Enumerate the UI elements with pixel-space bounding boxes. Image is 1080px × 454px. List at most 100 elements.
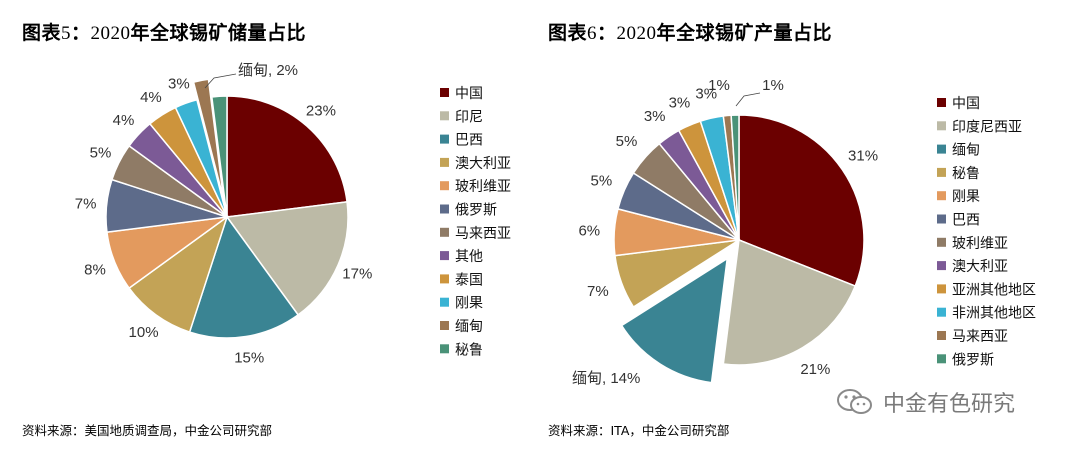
legend-label-非洲其他地区: 非洲其他地区	[952, 306, 1036, 322]
legend-label-俄罗斯: 俄罗斯	[455, 203, 497, 219]
data-label-马来西亚: 5%	[90, 145, 112, 162]
pie-slice-印尼	[225, 200, 349, 316]
legend-label-巴西: 巴西	[455, 133, 483, 149]
pie-slice-印度尼西亚	[722, 238, 857, 366]
legend-label-马来西亚: 马来西亚	[952, 329, 1008, 345]
data-label-澳大利亚: 10%	[129, 324, 159, 341]
figure-6-title: 图表6：2020年全球锡矿产量占比	[548, 18, 832, 45]
pie-slice-澳大利亚	[128, 215, 229, 334]
data-label-玻利维亚: 8%	[84, 261, 106, 278]
legend-swatch	[937, 284, 946, 294]
legend-swatch	[440, 274, 449, 284]
data-label-刚果: 3%	[168, 75, 190, 92]
legend-label-澳大利亚: 澳大利亚	[455, 156, 511, 172]
pie-slice-缅甸	[620, 257, 729, 384]
legend-label-澳大利亚: 澳大利亚	[952, 259, 1008, 275]
legend-swatch	[937, 307, 946, 317]
legend-label-俄罗斯: 俄罗斯	[952, 352, 994, 368]
data-label-巴西: 5%	[590, 172, 612, 189]
figure-label: 图表	[548, 22, 588, 44]
data-label-中国: 31%	[848, 148, 878, 165]
legend-swatch	[937, 167, 946, 177]
leader-line	[204, 73, 237, 89]
data-label-俄罗斯: 1%	[762, 77, 784, 94]
data-label-印尼: 17%	[342, 265, 372, 282]
data-label-印度尼西亚: 21%	[800, 361, 830, 378]
figure-number: 5	[61, 23, 72, 44]
leader-line	[735, 92, 761, 107]
pie-slice-秘鲁	[210, 95, 228, 218]
watermark-text: 中金有色研究	[883, 392, 1016, 417]
legend-swatch	[937, 261, 946, 271]
legend-swatch	[440, 134, 449, 144]
legend-label-巴西: 巴西	[952, 213, 980, 229]
legend-swatch	[440, 88, 449, 97]
legend-label-秘鲁: 秘鲁	[952, 166, 980, 182]
legend-swatch	[440, 297, 449, 307]
data-label-玻利维亚: 5%	[616, 133, 638, 150]
legend-swatch	[440, 251, 449, 261]
data-label-其他: 4%	[113, 112, 135, 129]
pie-slice-中国	[226, 95, 348, 218]
data-label-非洲其他地区: 3%	[695, 86, 717, 103]
data-label-亚洲其他地区: 3%	[669, 94, 691, 111]
legend-label-中国: 中国	[455, 86, 483, 102]
title-text: 年全球锡矿储量占比	[130, 22, 307, 44]
data-label-澳大利亚: 3%	[644, 108, 666, 125]
legend-label-印尼: 印尼	[455, 109, 483, 125]
legend-swatch	[440, 204, 449, 214]
data-label-缅甸: 缅甸, 14%	[572, 370, 640, 387]
figure-separator: ：	[71, 22, 91, 44]
legend-label-其他: 其他	[455, 249, 483, 265]
title-year: 2020	[616, 23, 657, 44]
legend-label-秘鲁: 秘鲁	[455, 342, 483, 358]
figure-label: 图表	[22, 22, 62, 44]
legend-swatch	[440, 111, 449, 121]
pie-slice-俄罗斯	[730, 114, 740, 241]
legend-swatch	[937, 331, 946, 340]
legend-label-中国: 中国	[952, 96, 980, 112]
title-year: 2020	[90, 23, 131, 44]
data-label-马来西亚: 1%	[708, 77, 730, 94]
reserves-pie-chart: 23% 中国 17% 印尼 15% 巴西 10% 澳大利亚 8% 玻利维亚 7% 俄罗斯 5% 马来西亚 4…	[75, 62, 511, 366]
legend-label-亚洲其他地区: 亚洲其他地区	[952, 282, 1036, 298]
legend-label-缅甸: 缅甸	[455, 319, 483, 335]
legend-label-玻利维亚: 玻利维亚	[952, 236, 1008, 252]
data-label-巴西: 15%	[234, 349, 264, 366]
legend-label-刚果: 刚果	[455, 296, 483, 312]
watermark: 中金有色研究	[835, 386, 1015, 418]
figure-separator: ：	[597, 22, 617, 44]
legend-label-马来西亚: 马来西亚	[455, 226, 511, 242]
legend-swatch	[440, 321, 449, 330]
pie-slice-缅甸	[192, 78, 225, 200]
data-label-中国: 23%	[306, 102, 336, 119]
legend-label-刚果: 刚果	[952, 189, 980, 205]
legend-label-泰国: 泰国	[455, 272, 483, 288]
wechat-icon	[837, 389, 872, 414]
pie-slice-中国	[738, 114, 865, 287]
pie-slice-刚果	[174, 98, 228, 218]
source-note-6: 资料来源：ITA，中金公司研究部	[548, 423, 730, 438]
legend-swatch	[937, 98, 946, 107]
legend-label-玻利维亚: 玻利维亚	[455, 179, 511, 195]
data-label-刚果: 6%	[578, 223, 600, 240]
figure-number: 6	[587, 23, 598, 44]
source-note-5: 资料来源：美国地质调查局，中金公司研究部	[22, 423, 273, 438]
legend-swatch	[937, 191, 946, 201]
data-label-缅甸: 缅甸, 2%	[238, 62, 298, 79]
legend-swatch	[440, 181, 449, 191]
legend-swatch	[937, 354, 946, 364]
legend-label-印度尼西亚: 印度尼西亚	[952, 119, 1022, 135]
legend-swatch	[937, 144, 946, 154]
figure-5-title: 图表5：2020年全球锡矿储量占比	[22, 18, 306, 45]
legend-swatch	[937, 214, 946, 224]
legend-swatch	[937, 237, 946, 247]
legend-swatch	[440, 157, 449, 167]
legend-label-缅甸: 缅甸	[952, 143, 980, 159]
title-text: 年全球锡矿产量占比	[656, 22, 833, 44]
legend-swatch	[937, 121, 946, 131]
pie-slice-巴西	[188, 215, 300, 339]
data-label-俄罗斯: 7%	[75, 196, 97, 213]
